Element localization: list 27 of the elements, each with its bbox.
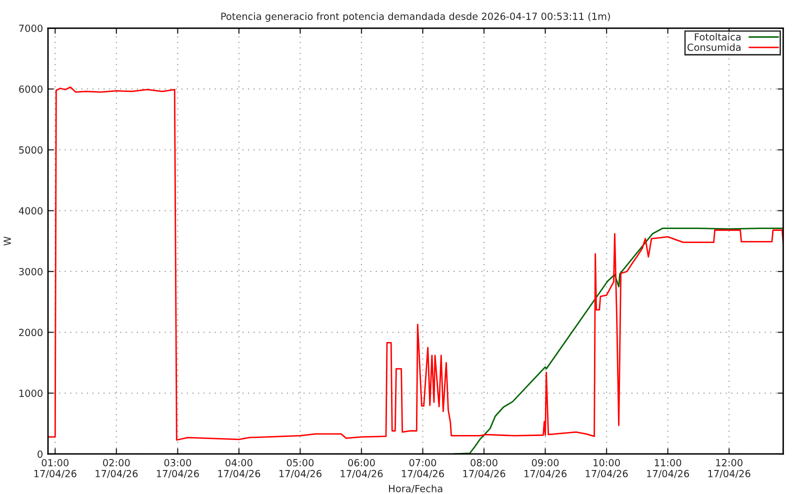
y-tick-label: 4000 (18, 207, 42, 214)
y-tick-label: 7000 (19, 24, 42, 32)
chart-title: Potencia generacio front potencia demandada desde 2026-04-17 00:53:11 (1m) (221, 12, 610, 22)
x-tick-label: 12:00 17/04/26 (708, 459, 750, 478)
y-tick-label: 1000 (19, 390, 42, 397)
x-tick-label: 03:00 17/04/26 (156, 459, 199, 478)
x-tick-label: 06:00 17/04/26 (340, 459, 383, 478)
y-axis-title: W (4, 236, 11, 246)
x-tick-label: 05:00 17/04/26 (279, 459, 322, 478)
legend-label: Consumida (688, 43, 741, 51)
y-tick-label: 5000 (19, 146, 42, 154)
x-tick-label: 08:00 17/04/26 (463, 459, 506, 478)
x-tick-label: 02:00 17/04/26 (96, 459, 138, 478)
x-axis-title: Hora/Fecha (389, 484, 442, 493)
y-tick-label: 3000 (19, 268, 42, 276)
y-tick-label: 2000 (19, 328, 42, 336)
y-tick-label: 0 (38, 450, 42, 458)
line-series (48, 86, 784, 441)
legend-label: Fotoltaica (694, 33, 741, 41)
x-tick-label: 04:00 17/04/26 (218, 459, 260, 478)
y-tick-label: 6000 (19, 85, 42, 93)
x-tick-label: 09:00 17/04/26 (524, 459, 566, 478)
line-series (452, 228, 784, 454)
x-tick-label: 07:00 17/04/26 (402, 459, 444, 478)
x-tick-label: 01:00 17/04/26 (34, 459, 76, 478)
x-tick-label: 11:00 17/04/26 (647, 459, 690, 478)
x-tick-label: 10:00 17/04/26 (586, 459, 628, 478)
